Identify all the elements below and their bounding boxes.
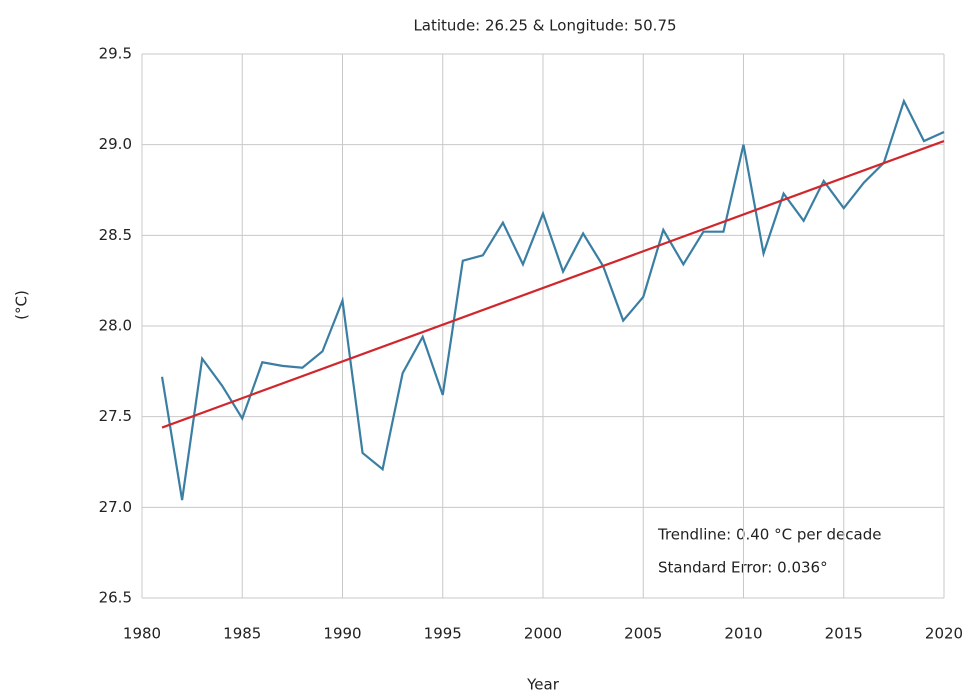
x-tick-label: 1990 xyxy=(323,625,361,643)
data-line xyxy=(160,98,945,501)
x-tick-label: 1980 xyxy=(123,625,161,643)
y-tick-label: 28.0 xyxy=(99,317,132,335)
y-tick-label: 27.0 xyxy=(99,498,132,516)
x-axis-label: Year xyxy=(526,676,560,694)
x-tick-label: 2020 xyxy=(925,625,963,643)
annotation: Standard Error: 0.036° xyxy=(658,559,828,577)
y-tick-label: 28.5 xyxy=(99,226,132,244)
chart-title: Latitude: 26.25 & Longitude: 50.75 xyxy=(413,17,676,35)
y-tick-label: 29.0 xyxy=(99,135,132,153)
x-tick-label: 1985 xyxy=(223,625,261,643)
y-tick-label: 29.5 xyxy=(99,45,132,63)
annotation: Trendline: 0.40 °C per decade xyxy=(657,526,881,544)
trendline xyxy=(161,140,945,429)
y-tick-label: 26.5 xyxy=(99,589,132,607)
y-axis-label: (°C) xyxy=(13,290,31,320)
x-tick-label: 1995 xyxy=(424,625,462,643)
x-tick-label: 2010 xyxy=(724,625,762,643)
x-tick-label: 2005 xyxy=(624,625,662,643)
y-tick-label: 27.5 xyxy=(99,407,132,425)
x-tick-label: 2015 xyxy=(825,625,863,643)
x-tick-label: 2000 xyxy=(524,625,562,643)
